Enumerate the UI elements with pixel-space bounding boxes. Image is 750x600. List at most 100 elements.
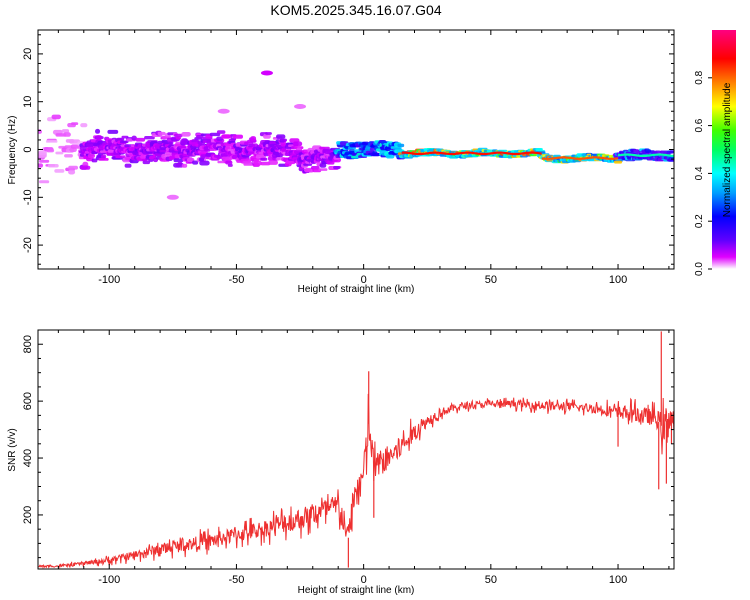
spectrogram-cell xyxy=(82,161,89,167)
snr-ytick-label: 600 xyxy=(22,392,34,410)
spectrogram-cell xyxy=(63,132,71,137)
spectrogram-ylabel: Frequency (Hz) xyxy=(7,116,18,185)
spectrogram-cell xyxy=(115,155,126,158)
spectrogram-ytick-label: -10 xyxy=(22,189,34,205)
spectrogram-cell xyxy=(101,154,107,159)
chart-title: KOM5.2025.345.16.07.G04 xyxy=(270,2,441,18)
spectrogram-cell xyxy=(68,169,76,175)
spectrogram-cell xyxy=(71,122,79,125)
spectrogram-cell xyxy=(38,163,44,168)
snr-ylabel: SNR (v/v) xyxy=(7,428,18,471)
spectrogram-cell xyxy=(179,145,187,149)
spectrogram-cell xyxy=(124,163,132,168)
spectrogram-cell xyxy=(187,158,195,162)
spectrogram-cell xyxy=(397,143,405,148)
spectrogram-cell xyxy=(46,148,55,153)
spectrogram-cell xyxy=(173,158,184,163)
spectrogram-cell xyxy=(95,128,101,134)
spectrogram-feature xyxy=(166,194,179,200)
colorbar-tick-label: 0.8 xyxy=(694,70,705,84)
spectrogram-ridge xyxy=(401,151,542,156)
snr-xtick-label: -50 xyxy=(228,574,244,586)
snr-ytick-label: 800 xyxy=(22,335,34,353)
spectrogram-cell xyxy=(253,160,262,166)
spectrogram-cell xyxy=(268,160,278,165)
spectrogram-xtick-label: 100 xyxy=(609,274,627,286)
snr-xlabel: Height of straight line (km) xyxy=(298,585,415,596)
spectrogram-cell xyxy=(326,161,335,165)
colorbar-ticks: 0.0 0.2 0.4 0.6 0.8 xyxy=(694,70,712,276)
spectrogram-cell xyxy=(669,150,674,154)
spectrogram-cell xyxy=(38,150,47,156)
spectrogram-feature xyxy=(294,103,307,109)
spectrogram-cell xyxy=(98,158,109,161)
spectrogram-cell xyxy=(319,163,327,168)
spectrogram-cell xyxy=(385,154,395,159)
snr-line xyxy=(38,393,674,569)
spectrogram-cell xyxy=(168,141,174,145)
snr-axes: -100 -50 0 50 100 200 400 600 800 xyxy=(22,329,674,586)
spectrogram-xtick-label: 50 xyxy=(485,274,497,286)
colorbar-tick-label: 0.6 xyxy=(694,118,705,132)
snr-background xyxy=(38,330,674,569)
spectrogram-cell xyxy=(39,159,50,163)
spectrogram-cell xyxy=(96,135,103,141)
spectrogram-cell xyxy=(45,140,58,143)
spectrogram-cell xyxy=(265,132,272,135)
colorbar-tick-label: 0.2 xyxy=(694,214,705,228)
spectrogram-cell xyxy=(221,134,233,139)
spectrogram-cell xyxy=(64,145,73,149)
spectrogram-cell xyxy=(80,165,91,170)
spectrogram-cell xyxy=(55,151,64,155)
spectrogram-ridge xyxy=(617,153,674,158)
spectrogram-cell xyxy=(39,180,50,184)
snr-xtick-label: 0 xyxy=(361,574,367,586)
spectrogram-cell xyxy=(80,123,88,128)
spectrogram-cell xyxy=(61,129,70,133)
spectrogram-cell xyxy=(91,158,98,163)
spectrogram-cell xyxy=(333,166,341,170)
snr-ytick-label: 400 xyxy=(22,449,34,467)
spectrogram-cell xyxy=(174,133,183,137)
colorbar-tick-label: 0.0 xyxy=(694,262,705,276)
spectrogram-cell xyxy=(64,154,73,158)
snr-panel: -100 -50 0 50 100 200 400 600 800 Height of stra… xyxy=(7,329,675,596)
spectrogram-xtick-label: -50 xyxy=(228,274,244,286)
spectrogram-cell xyxy=(243,162,254,166)
spectrogram-cell xyxy=(131,135,137,141)
spectrogram-cell xyxy=(175,136,182,140)
spectrogram-feature xyxy=(217,108,230,114)
spectrogram-cell xyxy=(362,141,370,146)
snr-ytick-label: 200 xyxy=(22,506,34,524)
spectrogram-cell xyxy=(144,136,155,140)
spectrogram-feature xyxy=(260,70,273,76)
spectrogram-cell xyxy=(613,160,623,164)
spectrogram-cell xyxy=(121,140,129,144)
spectrogram-cell xyxy=(303,163,313,166)
colorbar-label: Normalized spectral amplitude xyxy=(722,82,733,217)
spectrogram-cell xyxy=(157,131,166,136)
spectrogram-ridge xyxy=(541,156,619,160)
spectrogram-cell xyxy=(260,161,271,166)
spectrogram-cell xyxy=(192,160,199,165)
snr-marks xyxy=(38,331,674,569)
spectrogram-cell xyxy=(54,169,65,173)
spectrogram-cell xyxy=(142,160,151,165)
spectrogram-cell xyxy=(260,157,268,161)
spectrogram-cell xyxy=(181,132,191,137)
spectrogram-xtick-label: -100 xyxy=(98,274,120,286)
spectrogram-cell xyxy=(68,165,78,170)
spectrogram-cell xyxy=(216,130,226,134)
spectrogram-cell xyxy=(225,160,233,165)
snr-xtick-label: -100 xyxy=(98,574,120,586)
spectrogram-xtick-label: 0 xyxy=(361,274,367,286)
snr-xtick-label: 100 xyxy=(609,574,627,586)
spectrogram-cell xyxy=(372,153,381,157)
spectrogram-cell xyxy=(199,160,210,166)
spectrogram-ytick-label: 10 xyxy=(22,96,34,108)
spectrogram-cell xyxy=(250,136,257,141)
spectrogram-cell xyxy=(233,134,243,139)
spectrogram-cell xyxy=(181,163,188,168)
spectrogram-ytick-label: -20 xyxy=(22,237,34,253)
